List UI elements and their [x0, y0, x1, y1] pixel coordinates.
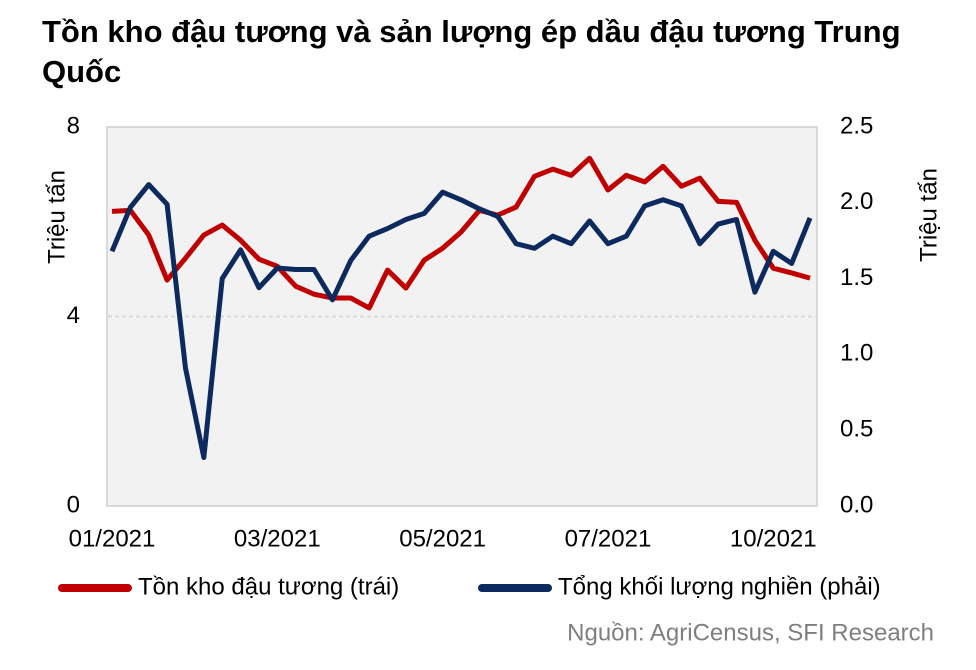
y2-tick-label: 2.5 [840, 112, 873, 139]
chart-title: Tồn kho đậu tương và sản lượng ép dầu đậ… [42, 14, 901, 89]
y-axis-label: Triệu tấn [43, 170, 70, 264]
source: Nguồn: AgriCensus, SFI Research [567, 619, 934, 646]
y-tick-label: 8 [67, 112, 80, 139]
x-tick-label: 10/2021 [730, 525, 817, 552]
x-tick-label: 01/2021 [69, 525, 156, 552]
x-tick-label: 03/2021 [234, 525, 321, 552]
y2-tick-label: 1.0 [840, 340, 873, 367]
y-tick-label: 4 [67, 302, 80, 329]
y2-axis-label: Triệu tấn [915, 168, 942, 262]
legend-label: Tổng khối lượng nghiền (phải) [558, 573, 881, 600]
x-tick-label: 05/2021 [399, 525, 486, 552]
series-line [111, 155, 811, 311]
y2-tick-label: 0.5 [840, 416, 873, 443]
y2-tick-label: 1.5 [840, 264, 873, 291]
x-tick-label: 07/2021 [565, 525, 652, 552]
y-tick-label: 0 [67, 491, 80, 518]
y2-tick-label: 0.0 [840, 491, 873, 518]
legend-label: Tồn kho đậu tương (trái) [138, 573, 399, 600]
series-line [109, 182, 813, 460]
y2-tick-label: 2.0 [840, 188, 873, 215]
